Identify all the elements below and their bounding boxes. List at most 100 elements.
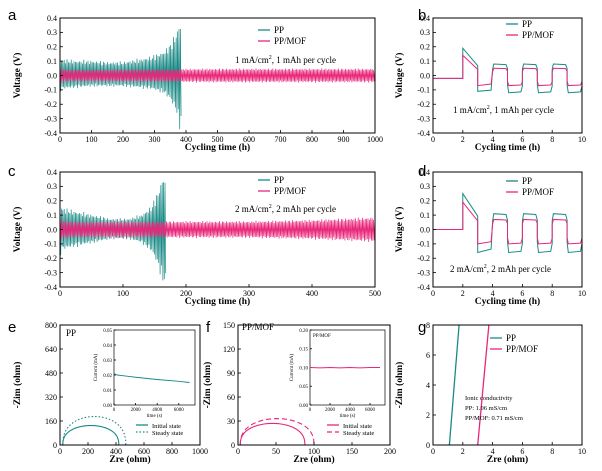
x-tick-label: 600 [243,135,255,144]
legend-label-steady-state: Steady state [343,430,374,437]
x-tick-label: 400 [180,135,192,144]
x-tick-label: 0 [431,135,435,144]
series-steady-state [62,415,131,445]
y-tick-label: 2 [426,411,430,420]
series-initial-state [62,424,124,445]
x-tick-label: 100 [308,447,320,456]
x-tick-label: 150 [346,447,358,456]
inset-y-tick-label: 0.00 [299,404,308,409]
x-tick-label: 1000 [192,447,208,456]
y-tick-label: 150 [223,321,235,330]
plot-frame [59,324,201,446]
panel-title-f: PP/MOF [242,322,274,332]
conductivity-annotation-line: PP: 1.06 mS/cm [465,405,507,412]
panel-label-d: d [418,163,426,180]
x-axis-label: Zre (ohm) [109,454,150,465]
y-tick-label: 0.3 [47,28,57,37]
plot-area-e [62,415,131,445]
x-tick-label: 2 [461,289,465,298]
y-tick-label: 0.0 [47,71,57,80]
y-tick-label: -0.2 [417,100,430,109]
panel-b: 0 2 4 6 8 10 -0.4 -0.3 -0.2 -0.1 0.0 0.1 0.2 0.3 0.4 Cy… [394,7,586,153]
panel-title-e: PP [66,328,76,338]
y-axis-label: Voltage (V) [394,53,405,99]
y-tick-label: 120 [223,345,235,354]
series-pp [433,46,582,94]
x-tick-label: 0 [58,447,62,456]
x-axis-label: Zre (ohm) [487,454,528,465]
series-pp-mof [433,200,582,245]
y-tick-label: 4 [426,381,430,390]
y-tick-label: -0.3 [417,114,430,123]
inset-y-tick-label: 0.01 [103,389,112,394]
y-tick-label: 160 [45,417,57,426]
y-tick-label: 320 [45,393,57,402]
condition-annotation: 1 mA/cm2, 1 mAh per cycle [235,55,336,65]
y-tick-label: 0.2 [420,43,430,52]
legend-label-pp: PP [522,176,532,186]
x-tick-label: 8 [550,135,554,144]
y-tick-label: 0.1 [47,211,57,220]
y-tick-label: 0 [231,441,235,450]
x-tick-label: 8 [550,289,554,298]
y-tick-label: 0.0 [420,71,430,80]
x-axis-label: Cycling time (h) [185,142,250,153]
inset-y-axis-label: Current (mA) [290,353,295,381]
y-tick-label: 0.3 [420,182,430,191]
inset-y-axis-label: Current (mA) [94,353,99,381]
inset-x-tick-label: 0 [113,408,116,413]
series-pp-mof [60,65,375,85]
panel-d: 0 2 4 6 8 10 -0.4 -0.3 -0.2 -0.1 0.0 0.1 0.2 0.3 0.4 Cy… [394,163,586,307]
x-tick-label: 0 [431,289,435,298]
inset-current-line [113,373,190,383]
x-axis-label: Cycling time (h) [185,296,250,307]
y-tick-label: 0.0 [47,225,57,234]
plot-area-b [433,46,582,94]
x-tick-label: 100 [86,135,98,144]
inset-y-tick-label: 0.04 [103,344,112,349]
y-tick-label: -0.1 [44,240,57,249]
series-pp-mof [477,325,490,445]
conductivity-annotation-line: Ionic conductivity [465,395,513,402]
x-tick-label: 4 [491,447,495,456]
panel-label-e: e [8,319,16,336]
panel-label-f: f [206,319,211,336]
y-tick-label: 0.2 [47,197,57,206]
inset-x-tick-label: 4000 [152,408,163,413]
legend-label-pp: PP [274,175,284,185]
inset-x-tick-label: 0 [309,408,312,413]
x-axis-label: Cycling time (h) [475,296,540,307]
x-tick-label: 6 [520,447,524,456]
y-axis-label: Voltage (V) [394,207,405,253]
x-tick-label: 4 [491,135,495,144]
y-tick-label: -0.3 [417,268,430,277]
panel-e: 0 200 400 600 800 1000 0 160 320 480 640 800 Zre (oh… [8,319,208,465]
x-tick-label: 700 [275,135,287,144]
y-axis-label: -Zim (ohm) [394,362,405,409]
x-tick-label: 800 [166,447,178,456]
y-tick-label: 0.3 [420,28,430,37]
legend-label-initial-state: Initial state [343,423,372,430]
inset-y-tick-label: 0.00 [103,404,112,409]
inset-x-axis-label: time (s) [147,414,163,419]
x-tick-label: 0 [431,447,435,456]
series-steady-state [239,418,320,445]
y-tick-label: -0.1 [417,86,430,95]
legend-label-pp-mof: PP/MOF [274,186,306,196]
plot-area-f [239,418,320,445]
y-tick-label: 8 [426,321,430,330]
inset-y-tick-label: 0.15 [299,348,308,353]
series-pp-mof [433,54,582,87]
y-tick-label: -0.3 [44,268,57,277]
inset-x-tick-label: 2000 [325,408,336,413]
y-tick-label: 640 [45,345,57,354]
inset-x-axis-label: time (s) [340,414,356,419]
x-tick-label: 400 [306,289,318,298]
x-tick-label: 10 [578,289,586,298]
y-tick-label: 0.0 [420,225,430,234]
y-axis-label: Voltage (V) [12,53,23,99]
plot-frame [432,324,583,446]
